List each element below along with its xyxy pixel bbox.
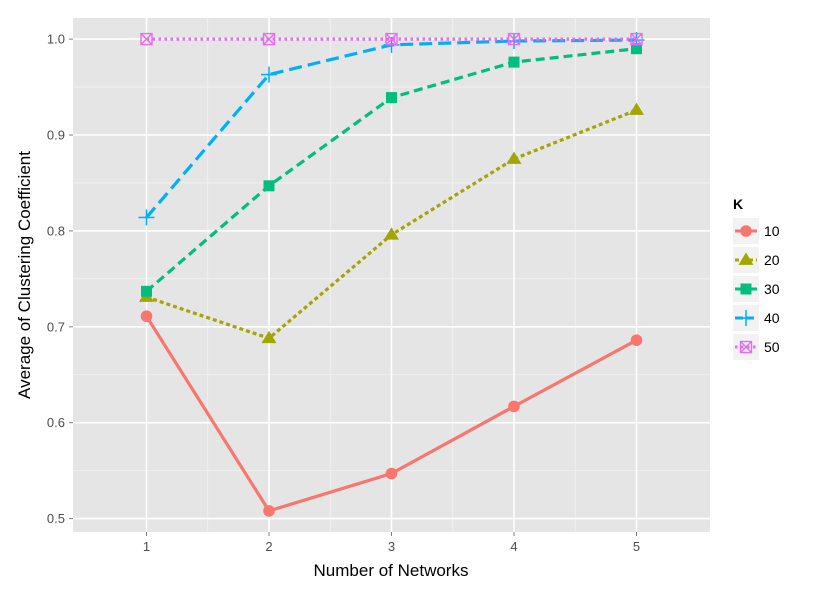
marker-circle [385, 467, 398, 480]
x-axis-ticks: 1 2 3 4 5 [143, 532, 640, 554]
marker-circle [740, 225, 752, 237]
data-point-10 [263, 505, 275, 517]
marker-box [630, 32, 643, 46]
marker-cross-b [263, 33, 275, 46]
legend-label: 30 [764, 281, 780, 297]
marker-triangle [506, 151, 522, 164]
x-tick-label: 3 [388, 539, 395, 554]
marker-cross-b [385, 33, 398, 46]
marker-square [386, 92, 397, 104]
marker-box [739, 340, 753, 354]
marker-cross-b [140, 33, 153, 46]
marker-box [385, 32, 398, 46]
y-tick-label: 1.0 [47, 32, 65, 47]
data-point-10 [630, 334, 643, 347]
legend-item-40: 40 [733, 305, 780, 331]
marker-circle [508, 400, 520, 413]
legend-key-marker [739, 340, 753, 354]
marker-triangle [629, 102, 644, 115]
legend-key-marker [738, 252, 754, 265]
data-point-30 [386, 92, 397, 104]
data-point-50 [262, 32, 276, 46]
data-point-30 [508, 56, 520, 68]
legend-label: 40 [764, 310, 780, 326]
y-axis-title: Average of Clustering Coefficient [15, 151, 34, 399]
y-tick-label: 0.8 [47, 223, 65, 238]
data-point-20 [629, 102, 644, 115]
data-point-50 [140, 32, 153, 46]
marker-square [631, 43, 642, 55]
data-point-50 [385, 32, 398, 46]
series-markers [138, 32, 645, 517]
x-tick-label: 1 [143, 539, 150, 554]
data-point-10 [508, 400, 520, 413]
data-point-50 [630, 32, 643, 46]
marker-square [141, 285, 152, 297]
legend-item-50: 50 [733, 334, 780, 360]
marker-triangle [384, 227, 399, 240]
marker-square [740, 283, 752, 295]
data-point-40 [261, 66, 277, 83]
data-point-20 [261, 330, 277, 344]
legend-label: 10 [764, 223, 780, 239]
legend-label: 20 [764, 252, 780, 268]
data-point-40 [138, 209, 155, 226]
data-point-20 [384, 227, 399, 240]
marker-triangle [738, 252, 754, 265]
legend-item-30: 30 [733, 276, 780, 302]
marker-square [263, 180, 275, 192]
marker-circle [140, 310, 153, 323]
legend: K 10 20 30 40 50 [733, 196, 780, 360]
x-tick-label: 2 [265, 539, 272, 554]
y-tick-label: 0.7 [47, 319, 65, 334]
data-point-10 [140, 310, 153, 323]
marker-box [262, 32, 276, 46]
data-point-30 [263, 180, 275, 192]
marker-circle [630, 334, 643, 347]
legend-label: 50 [764, 339, 780, 355]
marker-circle [263, 505, 275, 517]
legend-item-10: 10 [733, 218, 780, 244]
data-point-10 [385, 467, 398, 480]
data-point-30 [141, 285, 152, 297]
legend-title: K [733, 196, 743, 212]
legend-key-marker [738, 310, 754, 326]
legend-item-20: 20 [733, 247, 780, 273]
y-tick-label: 0.6 [47, 415, 65, 430]
data-point-20 [506, 151, 522, 164]
legend-key-marker [740, 225, 752, 237]
marker-cross-b [740, 341, 752, 353]
y-tick-label: 0.9 [47, 127, 65, 142]
x-axis-title: Number of Networks [314, 561, 469, 580]
data-point-30 [631, 43, 642, 55]
marker-cross-b [508, 33, 520, 46]
marker-cross-b [630, 33, 643, 46]
marker-box [140, 32, 153, 46]
legend-items: 10 20 30 40 50 [733, 218, 780, 360]
data-point-50 [507, 32, 521, 46]
y-tick-label: 0.5 [47, 511, 65, 526]
marker-square [508, 56, 520, 68]
y-axis-ticks: 0.5 0.6 0.7 0.8 0.9 1.0 [47, 32, 73, 526]
marker-box [507, 32, 521, 46]
legend-key-marker [740, 283, 752, 295]
x-tick-label: 5 [633, 539, 640, 554]
marker-triangle [261, 330, 277, 344]
x-tick-label: 4 [510, 539, 517, 554]
